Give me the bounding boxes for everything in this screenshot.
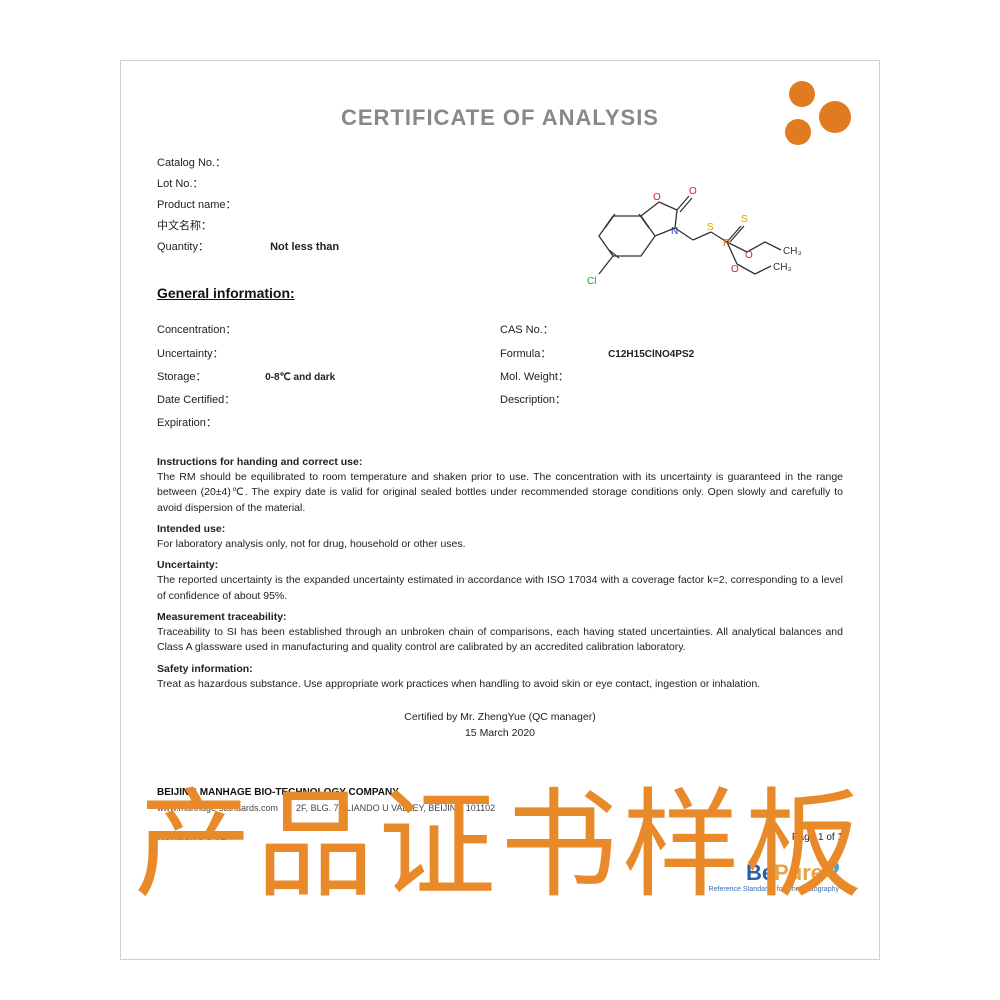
instructions-heading: Instructions for handing and correct use…: [157, 455, 843, 470]
certified-date: 15 March 2020: [157, 726, 843, 742]
bepure-be: Be: [746, 860, 774, 885]
lot-label: Lot No.：: [157, 174, 267, 195]
atom-P: P: [723, 238, 730, 249]
intended-heading: Intended use:: [157, 522, 843, 537]
atom-Cl: Cl: [587, 276, 596, 287]
general-info-table: Concentration： Uncertainty： Storage： 0-8…: [157, 319, 843, 434]
atom-N: N: [671, 226, 678, 237]
quantity-value: Not less than: [270, 241, 339, 253]
formula-label: Formula：: [500, 343, 605, 366]
atom-O: O: [653, 192, 661, 203]
uncertainty-heading: Uncertainty:: [157, 558, 843, 573]
intended-text: For laboratory analysis only, not for dr…: [157, 538, 466, 550]
storage-value: 0-8℃ and dark: [265, 372, 335, 383]
traceability-text: Traceability to SI has been established …: [157, 626, 843, 653]
footer-bottom: Revision s-s-01 Page 1 of 1: [157, 832, 843, 843]
atom-CH3: CH₃: [783, 246, 802, 257]
instructions-text: The RM should be equilibrated to room te…: [157, 471, 843, 513]
traceability-heading: Measurement traceability:: [157, 610, 843, 625]
expiration-label: Expiration：: [157, 412, 262, 435]
certified-name: Certified by Mr. ZhengYue (QC manager): [157, 710, 843, 726]
chinese-name-label: 中文名称：: [157, 216, 267, 237]
uncertainty-text: The reported uncertainty is the expanded…: [157, 574, 843, 601]
body-text: Instructions for handing and correct use…: [157, 455, 843, 692]
description-label: Description：: [500, 389, 605, 412]
formula-value: C12H15ClNO4PS2: [608, 349, 694, 360]
date-certified-label: Date Certified：: [157, 389, 262, 412]
revision-text: Revision s-s-01: [157, 832, 226, 843]
bepure-pure: Pure: [774, 860, 823, 885]
bepure-badge-icon: R: [825, 860, 839, 874]
quantity-label: Quantity：: [157, 237, 267, 258]
bepure-logo: BePureR Reference Standards for Chromato…: [709, 860, 839, 893]
concentration-label: Concentration：: [157, 319, 262, 342]
safety-text: Treat as hazardous substance. Use approp…: [157, 678, 760, 690]
certified-by: Certified by Mr. ZhengYue (QC manager) 1…: [157, 710, 843, 742]
mol-weight-label: Mol. Weight：: [500, 366, 605, 389]
certificate-document: CERTIFICATE OF ANALYSIS Catalog No.： Lot…: [120, 60, 880, 960]
catalog-label: Catalog No.：: [157, 153, 267, 174]
footer-address: www.manhage-standards.com 2F, BLG. 75 LI…: [157, 801, 843, 814]
uncertainty-label: Uncertainty：: [157, 343, 262, 366]
footer-company: BEIJING MANHAGE BIO-TECHNOLOGY COMPANY: [157, 787, 843, 798]
storage-label: Storage：: [157, 366, 262, 389]
atom-O: O: [731, 264, 739, 275]
cas-label: CAS No.：: [500, 319, 605, 342]
atom-O: O: [689, 186, 697, 197]
header-fields: Catalog No.： Lot No.： Product name： 中文名称…: [157, 153, 497, 257]
product-label: Product name：: [157, 195, 267, 216]
certificate-title: CERTIFICATE OF ANALYSIS: [157, 105, 843, 131]
logo-dots-icon: [775, 81, 855, 151]
atom-S: S: [741, 214, 748, 225]
atom-CH3: CH₃: [773, 262, 792, 273]
atom-O: O: [745, 250, 753, 261]
page-number: Page 1 of 1: [792, 832, 843, 843]
safety-heading: Safety information:: [157, 662, 843, 677]
bepure-tagline: Reference Standards for Chromatography: [709, 886, 839, 893]
molecule-structure-icon: O O N S P S O O CH₃ CH₃ Cl: [559, 156, 819, 306]
atom-S: S: [707, 222, 714, 233]
